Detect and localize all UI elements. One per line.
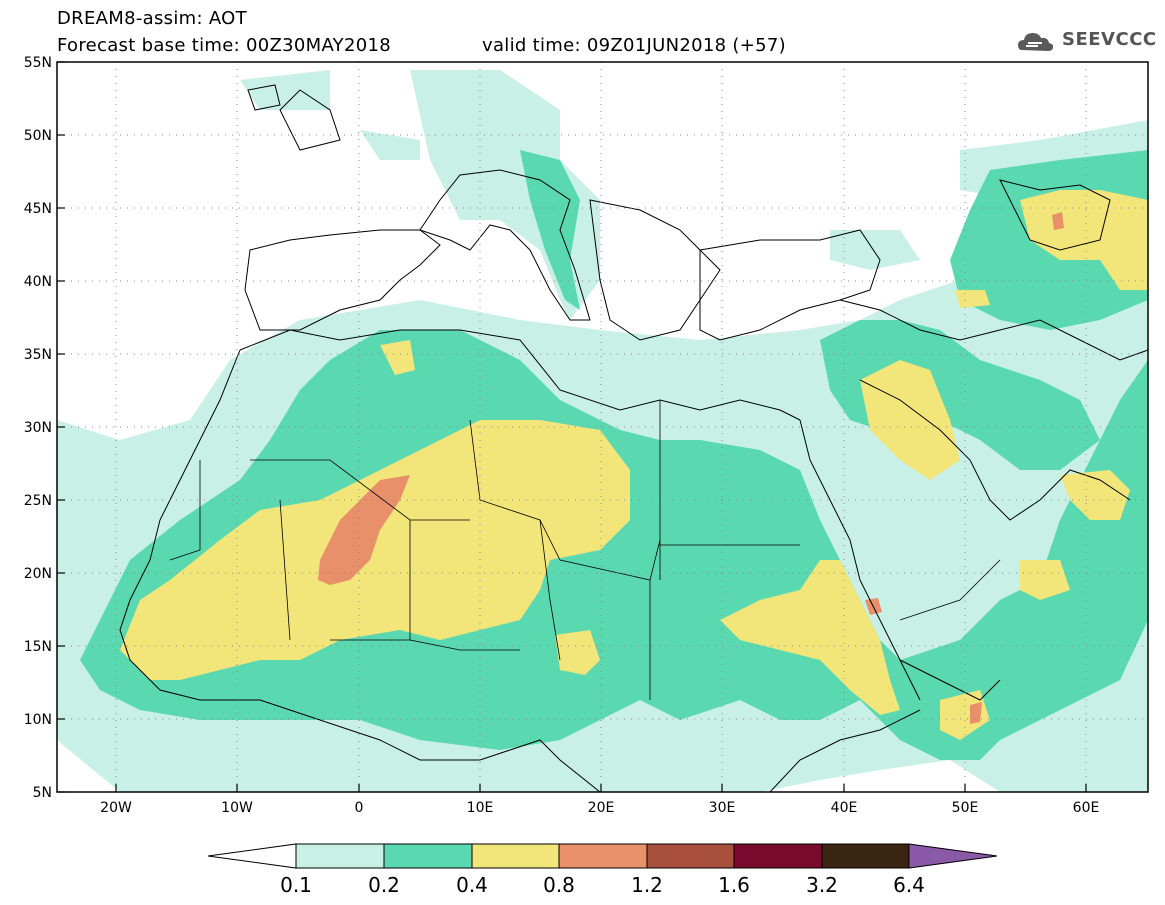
- country-borders: [169, 400, 1001, 700]
- lat-label: 10N: [24, 712, 52, 728]
- lat-label: 20N: [24, 566, 52, 582]
- lat-label: 40N: [24, 274, 52, 290]
- colorbar-over-arrow: [908, 843, 998, 869]
- lat-label: 30N: [24, 420, 52, 436]
- lat-label: 5N: [33, 785, 52, 801]
- lat-label: 25N: [24, 493, 52, 509]
- colorbar-label: 0.4: [456, 873, 488, 897]
- aot-band-0.4: [120, 190, 1148, 740]
- colorbar-segment: [821, 843, 910, 869]
- colorbar-segment: [471, 843, 560, 869]
- lon-label: 50E: [952, 800, 979, 816]
- colorbar-segment: [295, 843, 385, 869]
- longitude-labels: 20W 10W 0 10E 20E 30E 40E 50E 60E: [100, 800, 1099, 816]
- colorbar-label: 0.2: [368, 873, 400, 897]
- lon-label: 10W: [221, 800, 253, 816]
- colorbar-label: 1.2: [631, 873, 663, 897]
- graticule: [57, 62, 1148, 792]
- latitude-labels: 55N 50N 45N 40N 35N 30N 25N 20N 15N 10N …: [24, 55, 52, 801]
- colorbar-label: 0.8: [543, 873, 575, 897]
- colorbar-label: 1.6: [718, 873, 750, 897]
- tick-marks: [57, 61, 1087, 793]
- colorbar-label: 0.1: [280, 873, 312, 897]
- lon-label: 0: [355, 800, 364, 816]
- title-text: DREAM8-assim: AOT: [57, 8, 247, 29]
- colorbar-segment: [733, 843, 823, 869]
- lat-label: 50N: [24, 128, 52, 144]
- lat-label: 55N: [24, 55, 52, 71]
- lon-label: 10E: [467, 800, 494, 816]
- colorbar-segment: [646, 843, 735, 869]
- colorbar-under-arrow: [207, 843, 297, 869]
- seevccc-logo: [1018, 33, 1054, 51]
- lat-label: 15N: [24, 639, 52, 655]
- logo-text: SEEVCCC: [1062, 29, 1157, 50]
- cloud-icon: [1018, 33, 1054, 51]
- colorbar-segment: [383, 843, 473, 869]
- base-time-text: Forecast base time: 00Z30MAY2018: [57, 35, 391, 56]
- lat-label: 35N: [24, 347, 52, 363]
- lon-label: 30E: [709, 800, 736, 816]
- colorbar-label: 6.4: [893, 873, 925, 897]
- colorbar-labels: 0.1 0.2 0.4 0.8 1.2 1.6 3.2 6.4: [280, 873, 925, 897]
- colorbar: [207, 843, 998, 869]
- lon-label: 60E: [1073, 800, 1100, 816]
- coastlines: [119, 84, 1148, 792]
- aot-field: [57, 62, 1148, 792]
- lon-label: 40E: [831, 800, 858, 816]
- valid-time-text: valid time: 09Z01JUN2018 (+57): [482, 35, 786, 56]
- lon-label: 20W: [100, 800, 132, 816]
- colorbar-segment: [558, 843, 648, 869]
- lon-label: 20E: [588, 800, 615, 816]
- lat-label: 45N: [24, 201, 52, 217]
- colorbar-label: 3.2: [806, 873, 838, 897]
